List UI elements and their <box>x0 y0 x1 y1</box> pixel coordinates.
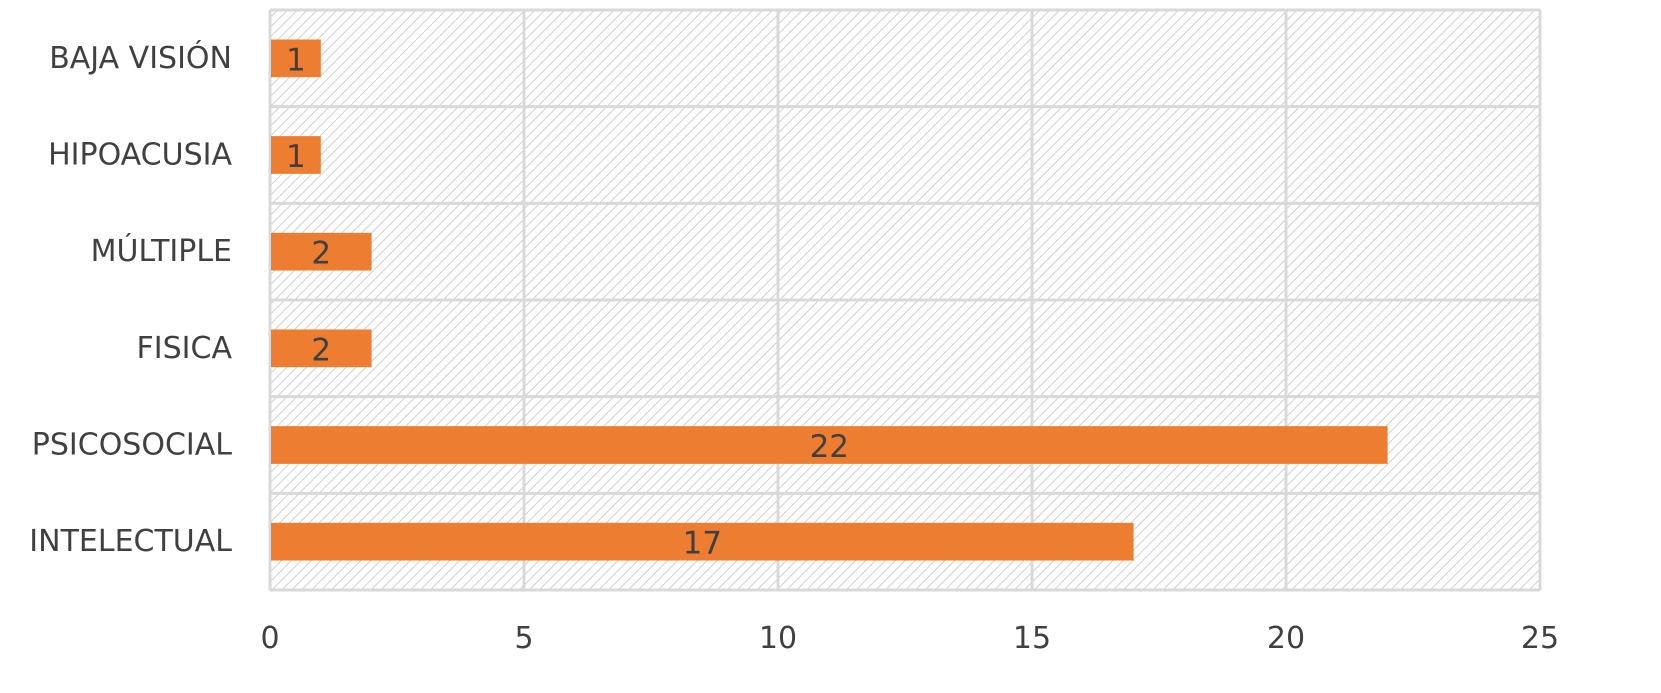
category-label: INTELECTUAL <box>29 524 232 559</box>
x-tick-label: 15 <box>1013 621 1051 656</box>
category-label: BAJA VISIÓN <box>49 39 232 76</box>
grid-lines <box>268 8 1542 592</box>
x-axis-tick-labels: 0 5 10 15 20 25 <box>260 621 1559 656</box>
bar <box>271 232 372 271</box>
data-label: 2 <box>311 332 331 368</box>
bars <box>271 39 1388 561</box>
data-label: 17 <box>683 526 722 562</box>
bar <box>271 329 372 368</box>
bar <box>271 136 321 174</box>
data-label: 2 <box>311 236 331 272</box>
bar <box>271 426 1388 464</box>
category-label: HIPOACUSIA <box>48 138 232 173</box>
category-label: FISICA <box>137 331 233 366</box>
data-label: 1 <box>286 42 306 78</box>
category-label: MÚLTIPLE <box>91 232 232 269</box>
bar <box>271 522 1134 561</box>
data-label: 22 <box>810 429 849 465</box>
x-tick-label: 5 <box>514 621 533 656</box>
bar <box>271 39 321 78</box>
category-label: PSICOSOCIAL <box>32 428 233 463</box>
data-label: 1 <box>286 139 306 175</box>
x-tick-label: 0 <box>260 621 279 656</box>
x-tick-label: 25 <box>1521 621 1559 656</box>
x-tick-label: 20 <box>1267 621 1305 656</box>
category-labels: BAJA VISIÓN HIPOACUSIA MÚLTIPLE FISICA PSICO… <box>29 39 232 559</box>
x-tick-label: 10 <box>759 621 797 656</box>
